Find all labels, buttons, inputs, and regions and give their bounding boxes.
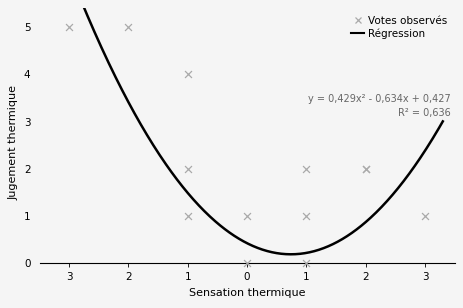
Point	[362, 166, 369, 171]
Point	[184, 214, 192, 219]
Point	[303, 214, 310, 219]
Point	[303, 261, 310, 266]
Legend: Votes observés, Régression: Votes observés, Régression	[350, 14, 450, 41]
Point	[184, 166, 192, 171]
Point	[362, 166, 369, 171]
Point	[65, 25, 73, 30]
Point	[244, 214, 251, 219]
Y-axis label: Jugement thermique: Jugement thermique	[8, 85, 19, 201]
Point	[184, 72, 192, 77]
X-axis label: Sensation thermique: Sensation thermique	[189, 288, 306, 298]
Point	[303, 166, 310, 171]
Point	[421, 214, 429, 219]
Point	[244, 261, 251, 266]
Text: y = 0,429x² - 0,634x + 0,427
R² = 0,636: y = 0,429x² - 0,634x + 0,427 R² = 0,636	[308, 95, 450, 119]
Point	[125, 25, 132, 30]
